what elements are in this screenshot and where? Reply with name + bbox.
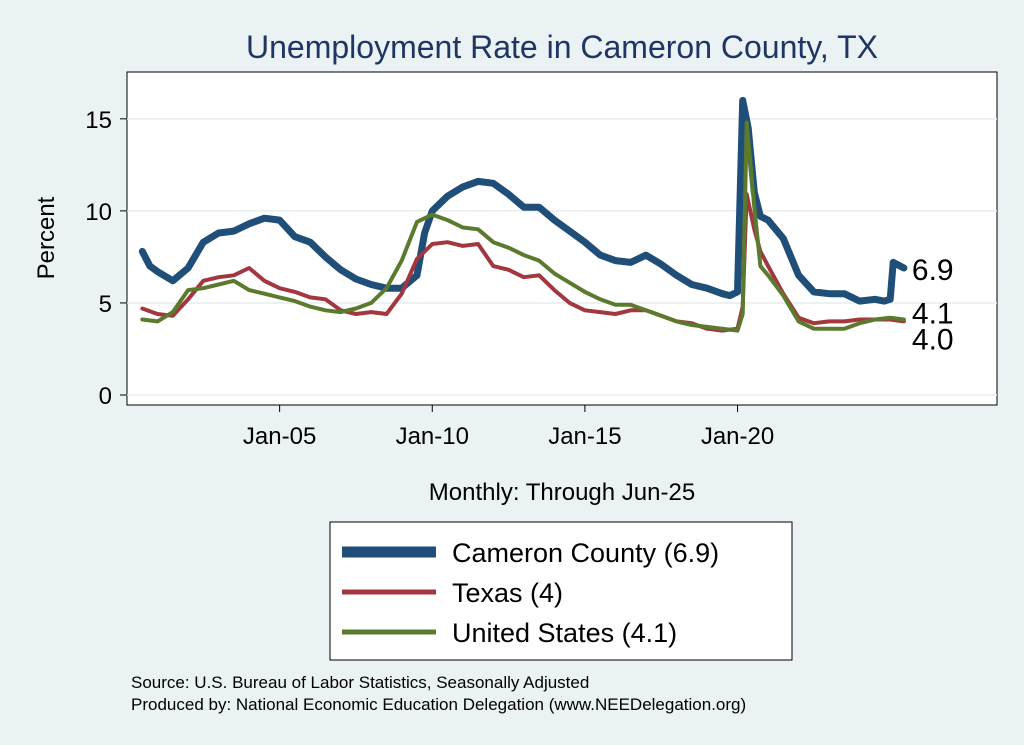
x-tick-label-Jan-20: Jan-20 xyxy=(701,423,774,450)
end-labels: 6.9 4.04.1 xyxy=(912,254,954,356)
gridlines xyxy=(127,118,997,396)
series-line-1 xyxy=(140,192,906,333)
y-tick-label-10: 10 xyxy=(85,199,112,226)
plot-area xyxy=(126,71,998,406)
y-tick-label-15: 15 xyxy=(85,107,112,134)
y-tick-label-0: 0 xyxy=(99,383,112,410)
legend-box xyxy=(329,521,793,661)
producer-line: Produced by: National Economic Education… xyxy=(131,695,746,714)
x-tick-label-Jan-05: Jan-05 xyxy=(243,423,316,450)
legend: Cameron County (6.9) Texas (4) United Stat… xyxy=(329,521,793,661)
y-tick-label-5: 5 xyxy=(99,291,112,318)
x-axis-ticks: Jan-05 Jan-10 Jan-15 Jan-20 xyxy=(243,405,774,450)
legend-label-0: Cameron County (6.9) xyxy=(452,538,719,568)
series-line-2 xyxy=(140,120,906,333)
end-label-0: 6.9 xyxy=(912,254,954,287)
series-lines xyxy=(138,96,908,333)
legend-label-1: Texas (4) xyxy=(452,578,563,608)
y-axis-label: Percent xyxy=(33,196,60,279)
chart-title: Unemployment Rate in Cameron County, TX xyxy=(246,29,878,65)
x-tick-label-Jan-15: Jan-15 xyxy=(548,423,621,450)
y-axis-ticks: 0 5 10 15 xyxy=(85,107,127,410)
legend-label-2: United States (4.1) xyxy=(452,618,677,648)
series-line-0 xyxy=(138,96,908,305)
x-axis-label: Monthly: Through Jun-25 xyxy=(429,479,695,506)
end-label-2: 4.1 xyxy=(912,298,954,331)
end-label-1: 4.0 xyxy=(912,323,954,356)
source-line: Source: U.S. Bureau of Labor Statistics,… xyxy=(131,673,589,692)
x-tick-label-Jan-10: Jan-10 xyxy=(396,423,469,450)
